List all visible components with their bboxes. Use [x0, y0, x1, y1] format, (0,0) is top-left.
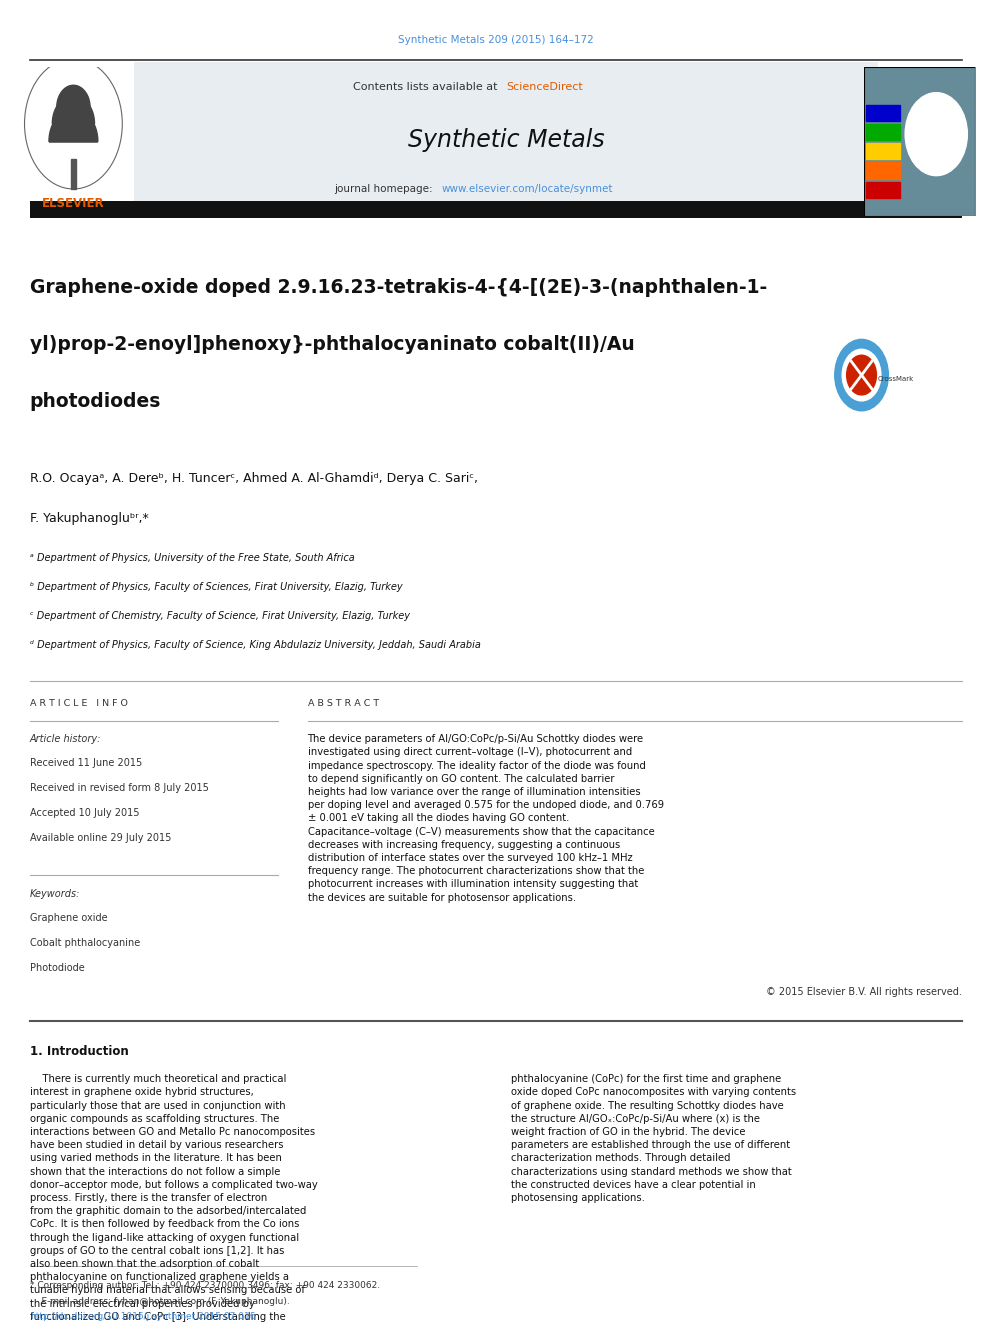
Text: The device parameters of Al/GO:CoPc/p-Si/Au Schottky diodes were
investigated us: The device parameters of Al/GO:CoPc/p-Si… [308, 734, 664, 902]
Bar [866, 143, 900, 159]
Circle shape [834, 340, 888, 411]
Text: photodiodes: photodiodes [30, 392, 161, 410]
Text: Photodiode: Photodiode [30, 963, 84, 974]
Text: CrossMark: CrossMark [878, 376, 915, 382]
Text: Synthetic Metals 209 (2015) 164–172: Synthetic Metals 209 (2015) 164–172 [398, 34, 594, 45]
Text: Keywords:: Keywords: [30, 889, 80, 900]
Circle shape [905, 93, 967, 176]
Text: Accepted 10 July 2015: Accepted 10 July 2015 [30, 808, 139, 819]
Polygon shape [53, 95, 94, 124]
Text: 1. Introduction: 1. Introduction [30, 1045, 129, 1058]
Text: ScienceDirect: ScienceDirect [506, 82, 582, 93]
Text: ᵃ Department of Physics, University of the Free State, South Africa: ᵃ Department of Physics, University of t… [30, 553, 354, 564]
Polygon shape [71, 159, 75, 189]
Bar [866, 163, 900, 179]
Text: R.O. Ocayaᵃ, A. Dereᵇ, H. Tuncerᶜ, Ahmed A. Al-Ghamdiᵈ, Derya C. Sariᶜ,: R.O. Ocayaᵃ, A. Dereᵇ, H. Tuncerᶜ, Ahmed… [30, 472, 478, 486]
Text: phthalocyanine (CoPc) for the first time and graphene
oxide doped CoPc nanocompo: phthalocyanine (CoPc) for the first time… [511, 1074, 796, 1203]
Text: journal homepage:: journal homepage: [334, 184, 436, 194]
Text: * Corresponding author: Tel.: +90 424 2370000 3496; fax: +90 424 2330062.: * Corresponding author: Tel.: +90 424 23… [30, 1281, 380, 1290]
Text: www.elsevier.com/locate/synmet: www.elsevier.com/locate/synmet [441, 184, 613, 194]
Text: Contents lists available at: Contents lists available at [353, 82, 501, 93]
Circle shape [846, 356, 876, 396]
Circle shape [842, 349, 881, 401]
Text: ᶜ Department of Chemistry, Faculty of Science, Firat University, Elazig, Turkey: ᶜ Department of Chemistry, Faculty of Sc… [30, 611, 410, 622]
Text: ᵇ Department of Physics, Faculty of Sciences, Firat University, Elazig, Turkey: ᵇ Department of Physics, Faculty of Scie… [30, 582, 403, 593]
Text: Cobalt phthalocyanine: Cobalt phthalocyanine [30, 938, 140, 949]
Text: Synthetic Metals: Synthetic Metals [408, 128, 604, 152]
FancyBboxPatch shape [134, 62, 878, 209]
Text: ᵈ Department of Physics, Faculty of Science, King Abdulaziz University, Jeddah, : ᵈ Department of Physics, Faculty of Scie… [30, 640, 481, 651]
Text: © 2015 Elsevier B.V. All rights reserved.: © 2015 Elsevier B.V. All rights reserved… [767, 987, 962, 998]
Text: ELSEVIER: ELSEVIER [42, 197, 105, 210]
Bar [866, 105, 900, 120]
Text: http://dx.doi.org/10.1016/j.synthmet.2015.07.016: http://dx.doi.org/10.1016/j.synthmet.201… [30, 1312, 255, 1322]
Text: A B S T R A C T: A B S T R A C T [308, 699, 379, 708]
Text: E-mail address: fyhan@hotmail.com (F. Yakuphanoglu).: E-mail address: fyhan@hotmail.com (F. Ya… [30, 1297, 290, 1306]
Bar [866, 181, 900, 198]
Text: Received 11 June 2015: Received 11 June 2015 [30, 758, 142, 769]
Text: Graphene oxide: Graphene oxide [30, 913, 107, 923]
Text: Graphene-oxide doped 2.9.16.23-tetrakis-4-{4-[(2E)-3-(naphthalen-1-: Graphene-oxide doped 2.9.16.23-tetrakis-… [30, 278, 767, 296]
FancyBboxPatch shape [30, 201, 962, 218]
Text: Received in revised form 8 July 2015: Received in revised form 8 July 2015 [30, 783, 208, 794]
Text: F. Yakuphanogluᵇʳ,*: F. Yakuphanogluᵇʳ,* [30, 512, 149, 525]
Polygon shape [57, 85, 90, 107]
Text: Available online 29 July 2015: Available online 29 July 2015 [30, 833, 172, 844]
Text: yl)prop-2-enoyl]phenoxy}-phthalocyaninato cobalt(II)/Au: yl)prop-2-enoyl]phenoxy}-phthalocyaninat… [30, 335, 635, 353]
Polygon shape [49, 108, 98, 142]
Text: There is currently much theoretical and practical
interest in graphene oxide hyb: There is currently much theoretical and … [30, 1074, 317, 1323]
Text: Article history:: Article history: [30, 734, 101, 745]
Bar [866, 124, 900, 140]
Text: A R T I C L E   I N F O: A R T I C L E I N F O [30, 699, 128, 708]
